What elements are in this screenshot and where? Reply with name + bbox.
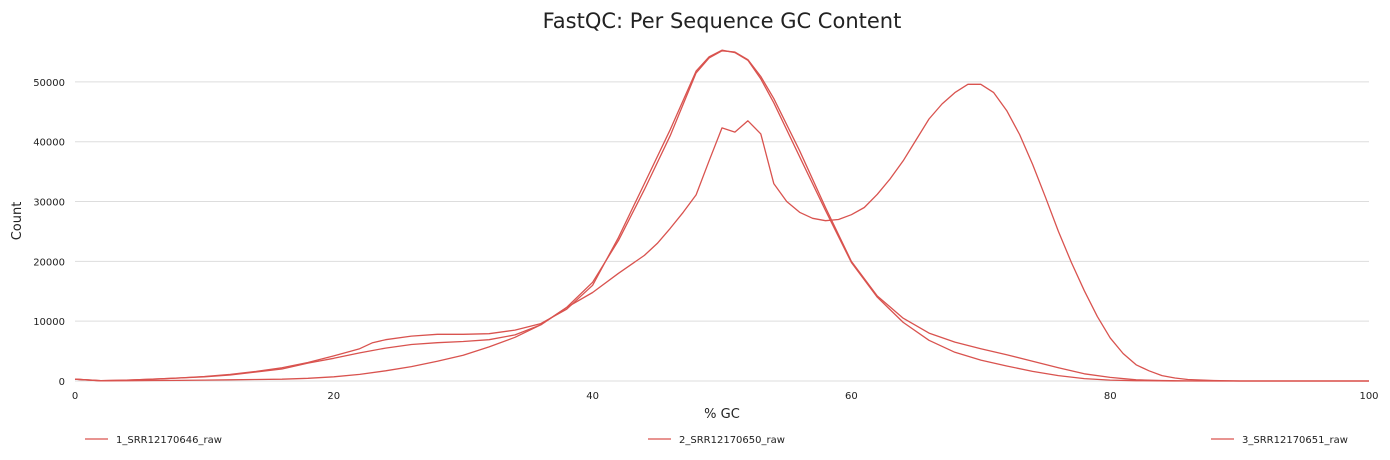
x-axis-ticks: 0 20 40 60 80 100 xyxy=(72,391,1379,402)
chart-title: FastQC: Per Sequence GC Content xyxy=(543,9,902,33)
legend[interactable]: 1_SRR12170646_raw 2_SRR12170650_raw 3_SRR1… xyxy=(85,435,1348,446)
x-tick-label: 100 xyxy=(1359,391,1378,402)
legend-item[interactable]: 1_SRR12170646_raw xyxy=(85,435,222,446)
y-tick-label: 0 xyxy=(59,377,65,388)
series-line-1 xyxy=(74,50,1369,382)
y-tick-label: 20000 xyxy=(33,257,65,268)
legend-label: 3_SRR12170651_raw xyxy=(1242,435,1348,446)
x-tick-label: 60 xyxy=(845,391,858,402)
y-tick-label: 40000 xyxy=(33,138,65,149)
legend-label: 1_SRR12170646_raw xyxy=(116,435,222,446)
y-tick-label: 30000 xyxy=(33,198,65,209)
legend-label: 2_SRR12170650_raw xyxy=(679,435,785,446)
legend-item[interactable]: 3_SRR12170651_raw xyxy=(1211,435,1348,446)
series-line-2 xyxy=(74,49,1369,382)
y-tick-label: 10000 xyxy=(33,317,65,328)
series-line-3 xyxy=(74,83,1369,382)
y-axis-label: Count xyxy=(10,202,25,241)
grid-lines xyxy=(75,81,1369,382)
legend-item[interactable]: 2_SRR12170650_raw xyxy=(648,435,785,446)
x-tick-label: 0 xyxy=(72,391,78,402)
x-axis-label: % GC xyxy=(704,407,740,422)
x-tick-label: 40 xyxy=(586,391,599,402)
x-tick-label: 20 xyxy=(327,391,340,402)
series-lines xyxy=(74,49,1369,382)
y-tick-label: 50000 xyxy=(33,78,65,89)
y-axis-ticks: 0 10000 20000 30000 40000 50000 xyxy=(33,78,65,388)
x-tick-label: 80 xyxy=(1104,391,1117,402)
